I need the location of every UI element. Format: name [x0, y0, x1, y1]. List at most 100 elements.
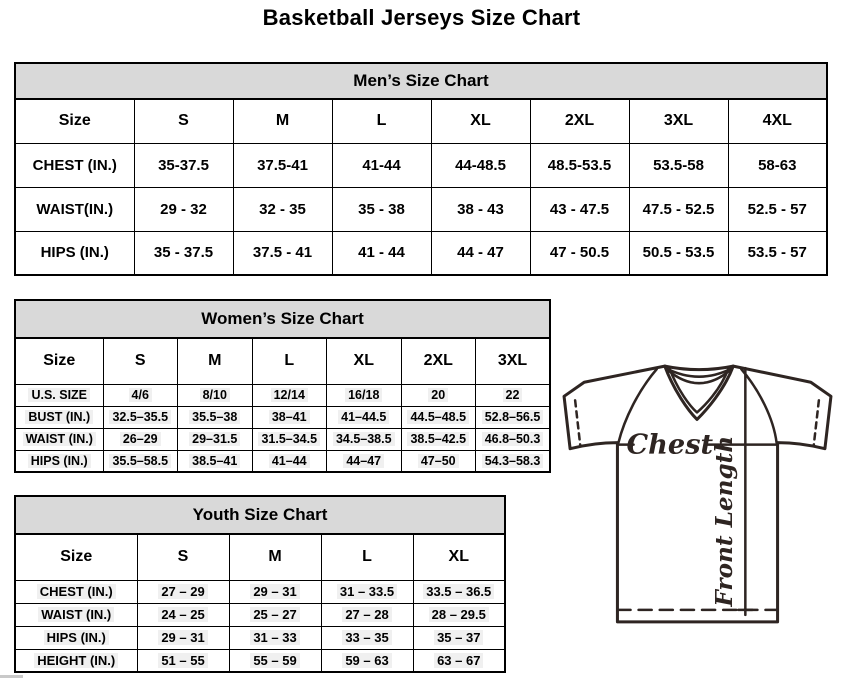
- size-value: 50.5 - 53.5: [628, 230, 729, 276]
- size-value: 27 – 28: [320, 602, 414, 627]
- size-value: 58-63: [727, 142, 828, 188]
- table-row: HIPS (IN.) 35.5–58.5 38.5–41 41–44 44–47 47–5…: [14, 449, 551, 473]
- bottom-left-artifact: [0, 675, 23, 678]
- size-value: 8/10: [177, 383, 253, 407]
- size-value: 53.5-58: [628, 142, 729, 188]
- size-value-text: 35 - 38: [358, 200, 405, 218]
- size-value: 38.5–42.5: [400, 427, 476, 451]
- size-value-text: 41 - 44: [358, 244, 405, 262]
- row-label: HIPS (IN.): [14, 449, 104, 473]
- left-armhole-seam: [617, 367, 658, 444]
- column-header: L: [320, 533, 414, 581]
- size-value: 27 – 29: [136, 579, 230, 604]
- size-value-text: 8/10: [199, 388, 230, 402]
- size-value-text: 41–44: [268, 453, 310, 468]
- size-value: 24 – 25: [136, 602, 230, 627]
- table-row: HIPS (IN.) 35 - 37.5 37.5 - 41 41 - 44 44 - …: [14, 230, 828, 276]
- right-cuff-dashed-line: [812, 399, 821, 446]
- collar-arc-1: [664, 366, 734, 378]
- column-header: 3XL: [475, 337, 551, 385]
- size-value: 44–47: [326, 449, 402, 473]
- size-value-text: 53.5-58: [653, 156, 704, 174]
- column-header: 2XL: [529, 98, 630, 144]
- size-value: 31 – 33: [228, 625, 322, 650]
- row-label-text: HEIGHT (IN.): [34, 652, 119, 668]
- size-value: 41–44.5: [326, 405, 402, 429]
- size-value-text: 20: [428, 388, 449, 402]
- size-value: 51 – 55: [136, 648, 230, 673]
- size-value-text: 47–50: [417, 453, 459, 468]
- column-header: S: [133, 98, 234, 144]
- size-value-text: 35.5–58.5: [109, 453, 172, 468]
- column-header-row: Size S M L XL 2XL 3XL 4XL: [14, 98, 828, 144]
- size-value: 44-48.5: [430, 142, 531, 188]
- size-value: 47 - 50.5: [529, 230, 630, 276]
- size-value-text: 29–31.5: [189, 432, 241, 446]
- size-value: 46.8–50.3: [475, 427, 551, 451]
- column-header: Size: [14, 533, 138, 581]
- size-value-text: 46.8–50.3: [481, 432, 544, 446]
- row-label-text: HIPS (IN.): [40, 244, 109, 262]
- youth-size-table: Youth Size Chart Size S M L XL CHEST (IN.) 27 –…: [14, 495, 506, 673]
- row-label-text: WAIST(IN.): [36, 200, 114, 218]
- column-header: Size: [14, 98, 135, 144]
- table-row: WAIST (IN.) 24 – 25 25 – 27 27 – 28 28 – 29.…: [14, 602, 506, 627]
- column-header: XL: [430, 98, 531, 144]
- size-value-text: 44–47: [343, 453, 385, 468]
- table-title: Youth Size Chart: [14, 495, 506, 535]
- size-value: 52.8–56.5: [475, 405, 551, 429]
- womens-size-table: Women’s Size Chart Size S M L XL 2XL 3XL U.S. SI…: [14, 299, 551, 473]
- row-label: BUST (IN.): [14, 405, 104, 429]
- size-value: 37.5 - 41: [232, 230, 333, 276]
- row-label-text: HIPS (IN.): [27, 453, 91, 468]
- table-title-row: Men’s Size Chart: [14, 62, 828, 100]
- table-title: Women’s Size Chart: [14, 299, 551, 339]
- column-header: 3XL: [628, 98, 729, 144]
- size-value-text: 54.3–58.3: [481, 453, 544, 468]
- column-header-row: Size S M L XL 2XL 3XL: [14, 337, 551, 385]
- size-value-text: 47 - 50.5: [549, 244, 610, 262]
- size-value-text: 31 – 33.5: [336, 584, 398, 599]
- column-header: L: [331, 98, 432, 144]
- size-value-text: 4/6: [128, 388, 152, 402]
- column-header: Size: [14, 337, 104, 385]
- size-value: 35 - 38: [331, 186, 432, 232]
- column-header: 4XL: [727, 98, 828, 144]
- column-header: S: [102, 337, 178, 385]
- size-value: 22: [475, 383, 551, 407]
- size-value-text: 29 - 32: [160, 200, 207, 218]
- row-label: WAIST (IN.): [14, 602, 138, 627]
- size-value: 28 – 29.5: [412, 602, 506, 627]
- column-header: L: [251, 337, 327, 385]
- size-value-text: 44.5–48.5: [407, 410, 470, 424]
- size-value-text: 26–29: [119, 432, 161, 446]
- vneck-outer: [663, 364, 735, 421]
- size-value: 31 – 33.5: [320, 579, 414, 604]
- size-value-text: 38–41: [268, 410, 310, 424]
- size-value: 33.5 – 36.5: [412, 579, 506, 604]
- size-value-text: 35 - 37.5: [153, 244, 214, 262]
- size-value-text: 35-37.5: [158, 156, 209, 174]
- size-value: 32 - 35: [232, 186, 333, 232]
- size-value: 31.5–34.5: [251, 427, 327, 451]
- size-value-text: 34.5–38.5: [332, 432, 395, 446]
- column-header: S: [136, 533, 230, 581]
- size-value: 53.5 - 57: [727, 230, 828, 276]
- page-title: Basketball Jerseys Size Chart: [262, 5, 581, 30]
- size-value-text: 31 – 33: [250, 630, 300, 645]
- size-value: 32.5–35.5: [102, 405, 178, 429]
- size-value-text: 16/18: [345, 388, 383, 402]
- size-value: 29 - 32: [133, 186, 234, 232]
- size-value-text: 52.8–56.5: [481, 410, 544, 424]
- column-header: XL: [326, 337, 402, 385]
- size-value: 29 – 31: [228, 579, 322, 604]
- size-value-text: 12/14: [270, 388, 308, 402]
- size-value: 55 – 59: [228, 648, 322, 673]
- size-value-text: 22: [502, 388, 523, 402]
- size-value: 29–31.5: [177, 427, 253, 451]
- row-label: HIPS (IN.): [14, 625, 138, 650]
- size-value: 41-44: [331, 142, 432, 188]
- size-value: 43 - 47.5: [529, 186, 630, 232]
- size-value-text: 27 – 28: [342, 607, 392, 622]
- size-value: 63 – 67: [412, 648, 506, 673]
